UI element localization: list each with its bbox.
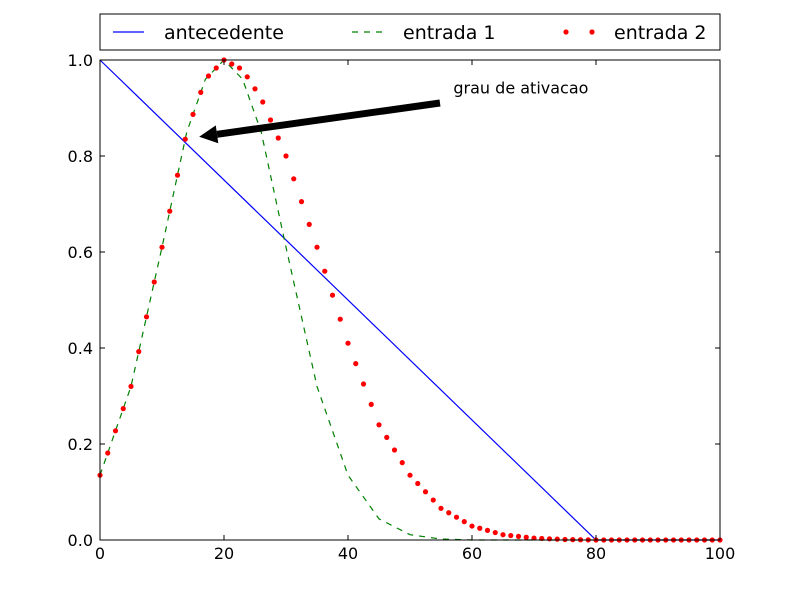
- series-point: [229, 61, 235, 67]
- series-point: [143, 314, 150, 320]
- series-point: [298, 199, 305, 205]
- tick-layer: 0 20 40 60 80 100 0.0 0.2 0.4 0.6 0.8 1.0: [68, 51, 736, 563]
- annotation-arrow-head: [199, 125, 219, 144]
- legend: antecedente entrada 1 entrada 2: [99, 13, 721, 51]
- series-point: [236, 65, 243, 71]
- series-point: [105, 450, 111, 456]
- series-point: [446, 510, 452, 516]
- series-point: [275, 135, 281, 141]
- annotation-text: grau de ativacao: [453, 79, 588, 98]
- series-point: [322, 268, 328, 274]
- series-point: [399, 460, 405, 466]
- legend-marker-entrada-2: [563, 29, 569, 35]
- annotation-arrow-shaft: [216, 99, 441, 138]
- series-point: [267, 117, 274, 123]
- series-point: [112, 428, 119, 434]
- series-point: [453, 514, 460, 520]
- axes-frame: [99, 59, 721, 541]
- series-point: [500, 532, 506, 538]
- series-point: [384, 434, 390, 440]
- series-point: [151, 279, 157, 285]
- y-tick-label: 1.0: [68, 51, 93, 70]
- series-point: [554, 536, 560, 542]
- series-point: [531, 535, 537, 541]
- series-point: [368, 401, 374, 407]
- series-point: [182, 136, 188, 142]
- legend-label: entrada 1: [403, 22, 495, 44]
- series-point: [120, 406, 126, 412]
- series-point: [205, 73, 212, 79]
- series-point: [360, 381, 367, 387]
- series-point: [128, 383, 134, 389]
- series-point: [337, 316, 343, 322]
- series-point: [391, 447, 398, 453]
- series-point: [430, 497, 436, 503]
- annotation-layer: grau de ativacao: [199, 79, 588, 144]
- series-point: [260, 99, 266, 105]
- series-point: [492, 529, 498, 536]
- series-entrada-2-markers: [97, 57, 723, 543]
- series-point: [136, 349, 142, 355]
- series-point: [469, 523, 475, 529]
- series-point: [438, 505, 444, 511]
- series-point: [314, 244, 320, 250]
- series-point: [546, 536, 553, 542]
- series-point: [477, 525, 483, 531]
- series-point: [306, 221, 312, 227]
- series-point: [159, 244, 165, 250]
- x-tick-label: 100: [705, 544, 736, 563]
- series-point: [283, 153, 289, 159]
- series-point: [174, 172, 181, 178]
- legend-label: antecedente: [164, 22, 284, 44]
- series-point: [376, 422, 382, 428]
- series-point: [484, 527, 491, 534]
- series-point: [422, 489, 429, 495]
- series-point: [190, 111, 196, 117]
- x-tick-label: 60: [462, 544, 482, 563]
- x-tick-label: 0: [95, 544, 105, 563]
- y-tick-label: 0.4: [68, 339, 93, 358]
- x-tick-label: 40: [338, 544, 358, 563]
- x-tick-label: 80: [586, 544, 606, 563]
- y-tick-label: 0.8: [68, 147, 93, 166]
- legend-marker-entrada-2: [589, 29, 595, 35]
- series-point: [167, 208, 173, 214]
- series-point: [515, 533, 522, 540]
- series-point: [461, 519, 467, 525]
- series-point: [213, 65, 219, 71]
- y-tick-label: 0.6: [68, 243, 93, 262]
- series-point: [353, 361, 359, 367]
- series-point: [508, 532, 514, 539]
- series-point: [415, 480, 421, 487]
- series-point: [198, 89, 204, 95]
- series-point: [329, 292, 336, 298]
- series-point: [244, 74, 250, 80]
- series-point: [252, 86, 258, 92]
- legend-box: [99, 13, 721, 51]
- series-point: [291, 176, 297, 182]
- legend-label: entrada 2: [614, 22, 706, 44]
- x-tick-label: 20: [214, 544, 234, 563]
- series-point: [345, 340, 351, 346]
- y-tick-label: 0.2: [68, 435, 93, 454]
- series-point: [523, 534, 529, 540]
- y-tick-label: 0.0: [68, 531, 93, 550]
- series-point: [407, 472, 413, 478]
